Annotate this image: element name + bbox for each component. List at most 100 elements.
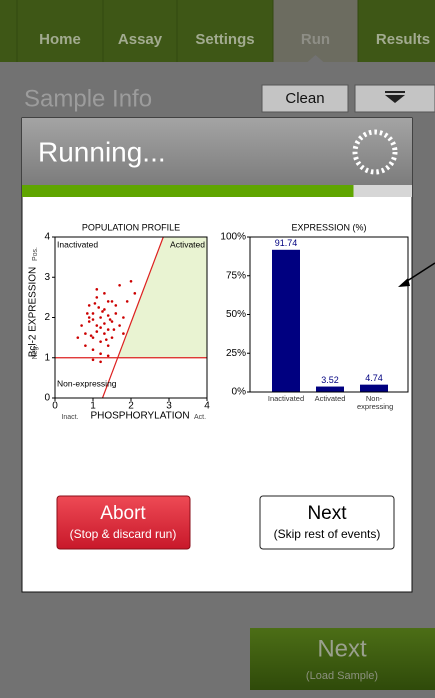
x-axis-label: PHOSPHORYLATION bbox=[90, 411, 189, 422]
charts: POPULATION PROFILE 0 1 2 3 4 0 1 2 3 4 Inactivated A… bbox=[28, 222, 409, 422]
region-label: Non-expressing bbox=[57, 378, 117, 388]
x-high-label: Act. bbox=[194, 414, 206, 421]
chart-title: EXPRESSION (%) bbox=[291, 222, 366, 232]
data-point bbox=[106, 344, 110, 347]
dropdown-icon bbox=[385, 91, 405, 103]
region-label: Inactivated bbox=[57, 239, 98, 249]
data-point bbox=[93, 302, 97, 305]
data-point bbox=[91, 358, 95, 362]
nav-bar bbox=[0, 0, 435, 62]
footer-next-button[interactable] bbox=[250, 628, 435, 690]
data-point bbox=[91, 312, 95, 315]
footer-next-sub: (Load Sample) bbox=[306, 670, 378, 682]
data-point bbox=[97, 306, 100, 309]
data-point bbox=[103, 292, 106, 295]
data-point bbox=[125, 300, 129, 303]
data-point bbox=[103, 308, 106, 311]
nav-tab[interactable]: Home bbox=[39, 31, 81, 48]
data-point bbox=[106, 314, 110, 317]
data-point bbox=[99, 326, 102, 329]
data-point bbox=[118, 284, 121, 287]
category-label: Activated bbox=[314, 395, 346, 403]
nav-tab[interactable]: Run bbox=[301, 31, 330, 48]
y-axis-label: Bcl-2 EXPRESSION bbox=[28, 267, 39, 358]
category-label-box: Activated bbox=[314, 395, 346, 403]
data-point bbox=[122, 316, 125, 319]
data-point bbox=[87, 316, 91, 319]
pointer-arrow bbox=[403, 262, 435, 284]
y-tick-label: 0 bbox=[44, 393, 50, 404]
next-label: Next bbox=[307, 503, 347, 524]
plot-frame bbox=[54, 236, 208, 399]
abort-sub: (Stop & discard run) bbox=[70, 527, 177, 541]
data-point bbox=[91, 318, 95, 321]
y-tick-label: 1 bbox=[44, 352, 50, 363]
data-point bbox=[129, 279, 133, 283]
clean-button[interactable] bbox=[261, 84, 349, 113]
clean-button-label: Clean bbox=[285, 90, 324, 107]
category-label-box: Non-expressing bbox=[357, 395, 394, 411]
activated-region bbox=[117, 237, 207, 358]
data-point bbox=[133, 292, 137, 295]
data-point bbox=[110, 336, 114, 339]
data-point bbox=[84, 332, 87, 335]
data-point bbox=[108, 318, 112, 321]
data-point bbox=[80, 324, 83, 327]
category-label-box: Inactivated bbox=[267, 395, 305, 403]
nav-tab[interactable]: Assay bbox=[118, 31, 163, 48]
data-point bbox=[76, 336, 80, 339]
data-point bbox=[106, 354, 110, 358]
data-point bbox=[99, 340, 102, 343]
nav-tab[interactable]: Results bbox=[376, 31, 430, 48]
data-point bbox=[91, 336, 95, 339]
data-point bbox=[110, 320, 114, 323]
y-tick-label: 75% bbox=[226, 270, 246, 281]
data-point bbox=[99, 360, 102, 364]
data-point bbox=[101, 310, 104, 313]
data-point bbox=[95, 288, 99, 291]
active-tab-notch bbox=[307, 55, 324, 62]
next-button[interactable] bbox=[259, 495, 395, 550]
spinner bbox=[352, 129, 398, 175]
y-high-label: Pos. bbox=[32, 247, 39, 261]
page-title: Sample Info bbox=[24, 85, 152, 112]
data-point bbox=[106, 300, 110, 303]
data-point bbox=[99, 352, 102, 356]
gate-line bbox=[101, 236, 164, 399]
x-tick-label: 0 bbox=[52, 401, 58, 412]
data-point bbox=[122, 332, 125, 335]
dialog-title: Running... bbox=[38, 136, 166, 167]
x-tick-label: 3 bbox=[166, 401, 172, 412]
chart-title: POPULATION PROFILE bbox=[82, 222, 180, 232]
next-sub: (Skip rest of events) bbox=[274, 527, 381, 541]
data-point bbox=[89, 334, 93, 337]
data-point bbox=[112, 328, 116, 331]
y-tick-label: 25% bbox=[226, 348, 246, 359]
data-point bbox=[95, 296, 99, 299]
data-point bbox=[91, 348, 95, 352]
category-label: Non-expressing bbox=[357, 395, 394, 411]
y-tick-label: 2 bbox=[44, 312, 50, 323]
data-point bbox=[86, 312, 89, 315]
y-tick-label: 4 bbox=[44, 232, 50, 243]
value-label: 3.52 bbox=[321, 375, 339, 385]
data-point bbox=[103, 322, 106, 325]
plot-frame bbox=[249, 236, 409, 393]
data-point bbox=[118, 324, 121, 327]
bar bbox=[272, 249, 300, 392]
x-low-label: Inact. bbox=[61, 414, 78, 421]
data-point bbox=[114, 304, 118, 307]
data-point bbox=[84, 344, 87, 347]
y-low-label: Neg. bbox=[32, 345, 39, 360]
data-point bbox=[110, 300, 114, 303]
pointer-arrowhead bbox=[398, 278, 410, 287]
y-tick-label: 3 bbox=[44, 272, 50, 283]
category-label: Inactivated bbox=[267, 395, 305, 403]
abort-button[interactable] bbox=[56, 495, 191, 550]
nav-tab[interactable]: Settings bbox=[195, 31, 254, 48]
bar bbox=[316, 386, 344, 392]
y-tick-label: 50% bbox=[226, 309, 246, 320]
dialog-header bbox=[22, 118, 412, 185]
